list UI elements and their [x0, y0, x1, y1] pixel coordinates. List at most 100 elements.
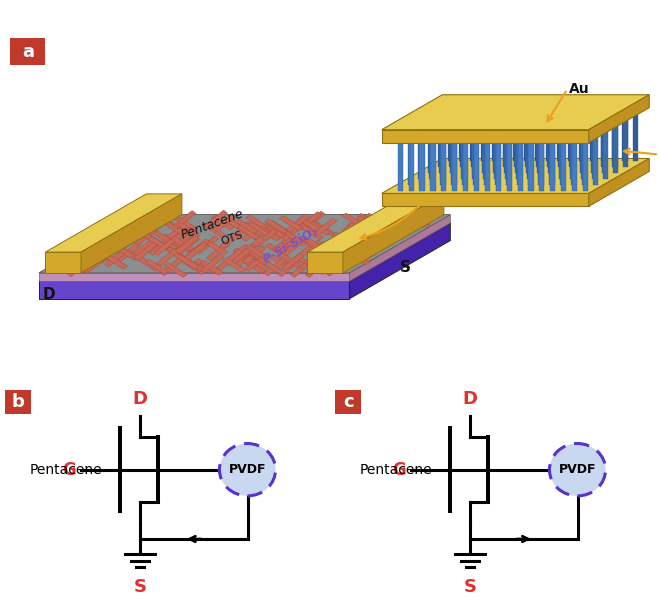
Polygon shape: [439, 122, 444, 173]
Polygon shape: [79, 253, 102, 271]
Polygon shape: [550, 140, 555, 190]
FancyBboxPatch shape: [10, 38, 46, 65]
Polygon shape: [278, 259, 301, 277]
Polygon shape: [171, 236, 194, 251]
Polygon shape: [342, 213, 365, 228]
Polygon shape: [162, 231, 186, 249]
Polygon shape: [308, 252, 343, 273]
Polygon shape: [398, 140, 403, 190]
Polygon shape: [182, 259, 206, 275]
Polygon shape: [112, 243, 135, 258]
Polygon shape: [139, 215, 162, 233]
Polygon shape: [613, 122, 618, 173]
Polygon shape: [298, 217, 321, 232]
Polygon shape: [205, 240, 228, 255]
Polygon shape: [420, 140, 424, 190]
Polygon shape: [248, 222, 271, 237]
Polygon shape: [452, 140, 457, 190]
Polygon shape: [176, 235, 199, 254]
Polygon shape: [263, 257, 287, 276]
Polygon shape: [516, 128, 521, 179]
Polygon shape: [311, 221, 334, 235]
Polygon shape: [257, 257, 280, 272]
Polygon shape: [370, 215, 393, 233]
Polygon shape: [591, 116, 596, 167]
Polygon shape: [129, 224, 152, 239]
Polygon shape: [314, 218, 337, 237]
Polygon shape: [280, 253, 304, 272]
Polygon shape: [560, 134, 566, 185]
Polygon shape: [357, 225, 380, 244]
Polygon shape: [168, 235, 191, 253]
Polygon shape: [569, 116, 574, 167]
Polygon shape: [211, 215, 234, 230]
Polygon shape: [277, 237, 300, 254]
Polygon shape: [39, 215, 450, 273]
Text: b: b: [12, 393, 24, 411]
Polygon shape: [187, 239, 210, 257]
Polygon shape: [612, 111, 616, 161]
Text: Pentacene: Pentacene: [180, 208, 246, 242]
Polygon shape: [473, 134, 478, 185]
Polygon shape: [442, 140, 446, 190]
Polygon shape: [102, 235, 125, 250]
Polygon shape: [291, 245, 314, 262]
Polygon shape: [226, 244, 249, 262]
Polygon shape: [242, 223, 265, 241]
Polygon shape: [448, 111, 453, 161]
Polygon shape: [323, 239, 346, 257]
Polygon shape: [622, 111, 628, 161]
Polygon shape: [342, 216, 366, 233]
Polygon shape: [172, 252, 195, 267]
Polygon shape: [440, 128, 445, 179]
Text: G: G: [62, 461, 76, 479]
Polygon shape: [373, 219, 397, 233]
Polygon shape: [148, 228, 172, 243]
Polygon shape: [561, 140, 566, 190]
Polygon shape: [168, 238, 191, 253]
Polygon shape: [345, 246, 368, 265]
Polygon shape: [213, 214, 236, 232]
Polygon shape: [269, 221, 292, 236]
Polygon shape: [481, 111, 486, 161]
Polygon shape: [558, 122, 564, 173]
Polygon shape: [525, 116, 531, 167]
Polygon shape: [484, 134, 489, 185]
Polygon shape: [357, 213, 380, 229]
Polygon shape: [115, 245, 139, 260]
Text: a: a: [22, 43, 34, 60]
Polygon shape: [175, 217, 198, 232]
Polygon shape: [539, 134, 544, 185]
Polygon shape: [579, 116, 585, 167]
Polygon shape: [568, 111, 573, 161]
Polygon shape: [134, 242, 157, 261]
Polygon shape: [527, 128, 532, 179]
Polygon shape: [470, 111, 475, 161]
Polygon shape: [589, 158, 649, 206]
Polygon shape: [314, 240, 337, 255]
Text: S: S: [464, 578, 477, 596]
Polygon shape: [592, 128, 597, 179]
Polygon shape: [529, 140, 533, 190]
Polygon shape: [39, 223, 450, 281]
Text: D: D: [133, 390, 148, 408]
Polygon shape: [347, 250, 370, 265]
Text: S: S: [400, 260, 411, 275]
Polygon shape: [104, 254, 127, 269]
Polygon shape: [177, 222, 201, 238]
Polygon shape: [310, 261, 333, 276]
Polygon shape: [184, 242, 208, 260]
Polygon shape: [173, 211, 196, 229]
Polygon shape: [538, 128, 543, 179]
Polygon shape: [430, 134, 435, 185]
Polygon shape: [335, 223, 359, 241]
Polygon shape: [145, 259, 168, 274]
Polygon shape: [579, 111, 584, 161]
Polygon shape: [305, 259, 329, 278]
Polygon shape: [299, 237, 323, 252]
Polygon shape: [176, 234, 199, 252]
Polygon shape: [403, 213, 426, 228]
Polygon shape: [601, 116, 607, 167]
Text: PVDF: PVDF: [229, 463, 266, 476]
Polygon shape: [580, 122, 585, 173]
